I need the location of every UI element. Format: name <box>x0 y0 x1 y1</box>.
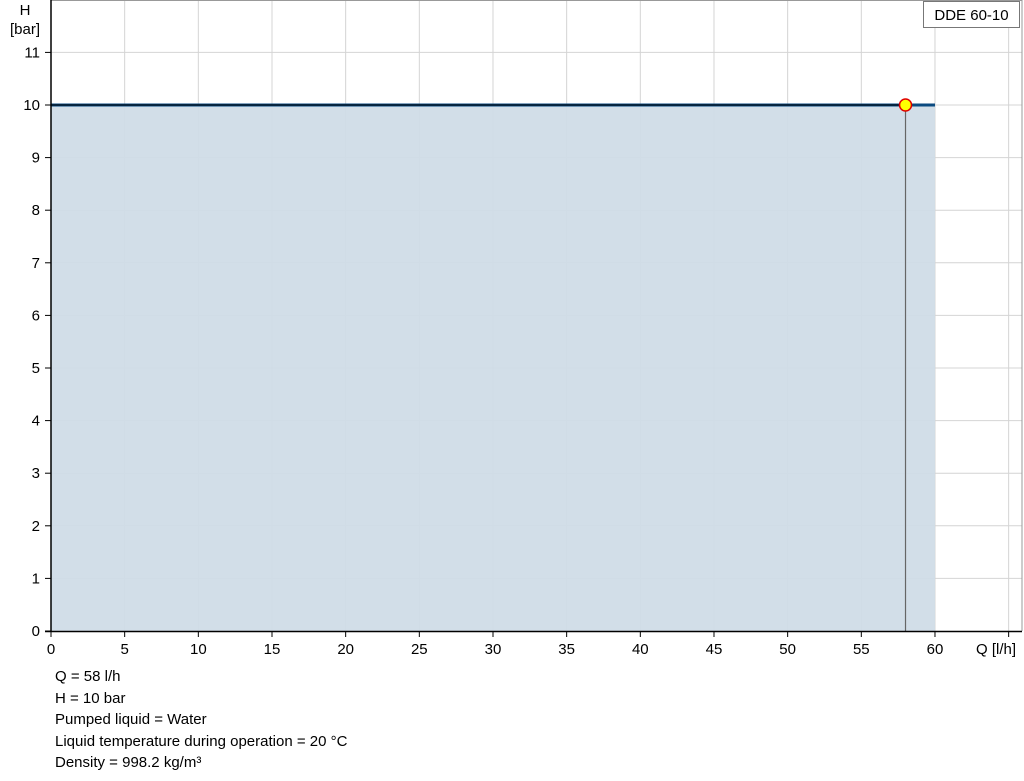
y-tick-label: 7 <box>32 255 40 272</box>
y-tick-label: 10 <box>23 97 40 114</box>
y-axis-label-h: H <box>20 2 31 19</box>
x-tick-label: 30 <box>485 641 502 658</box>
y-tick-label: 2 <box>32 518 40 535</box>
x-tick-label: 25 <box>411 641 428 658</box>
y-tick-label: 3 <box>32 465 40 482</box>
y-tick-label: 5 <box>32 360 40 377</box>
y-axis-label-unit: [bar] <box>10 21 40 38</box>
x-tick-label: 5 <box>120 641 128 658</box>
x-tick-label: 40 <box>632 641 649 658</box>
info-liquid: Pumped liquid = Water <box>55 711 207 728</box>
x-tick-label: 35 <box>558 641 575 658</box>
y-tick-label: 6 <box>32 307 40 324</box>
x-tick-label: 0 <box>47 641 55 658</box>
x-axis-label: Q [l/h] <box>976 641 1016 658</box>
y-tick-label: 9 <box>32 150 40 167</box>
operating-info: Q = 58 l/h H = 10 bar Pumped liquid = Wa… <box>55 666 347 774</box>
x-tick-label: 20 <box>337 641 354 658</box>
info-density: Density = 998.2 kg/m³ <box>55 754 202 771</box>
y-tick-label: 11 <box>24 44 40 61</box>
curve-area <box>51 105 935 631</box>
y-tick-label: 4 <box>32 413 40 430</box>
x-tick-label: 10 <box>190 641 207 658</box>
info-temperature: Liquid temperature during operation = 20… <box>55 732 348 750</box>
info-flow: Q = 58 l/h <box>55 668 121 685</box>
y-tick-label: 0 <box>32 623 40 640</box>
info-head: H = 10 bar <box>55 689 126 707</box>
legend-series-label: DDE 60-10 <box>923 1 1020 28</box>
x-tick-label: 50 <box>779 641 796 658</box>
x-tick-label: 15 <box>264 641 281 658</box>
x-tick-label: 55 <box>853 641 870 658</box>
y-tick-label: 1 <box>32 570 40 587</box>
operating-point <box>898 98 913 112</box>
x-tick-label: 45 <box>706 641 723 658</box>
y-tick-label: 8 <box>32 202 40 219</box>
marks <box>51 98 935 631</box>
x-tick-label: 60 <box>927 641 944 658</box>
